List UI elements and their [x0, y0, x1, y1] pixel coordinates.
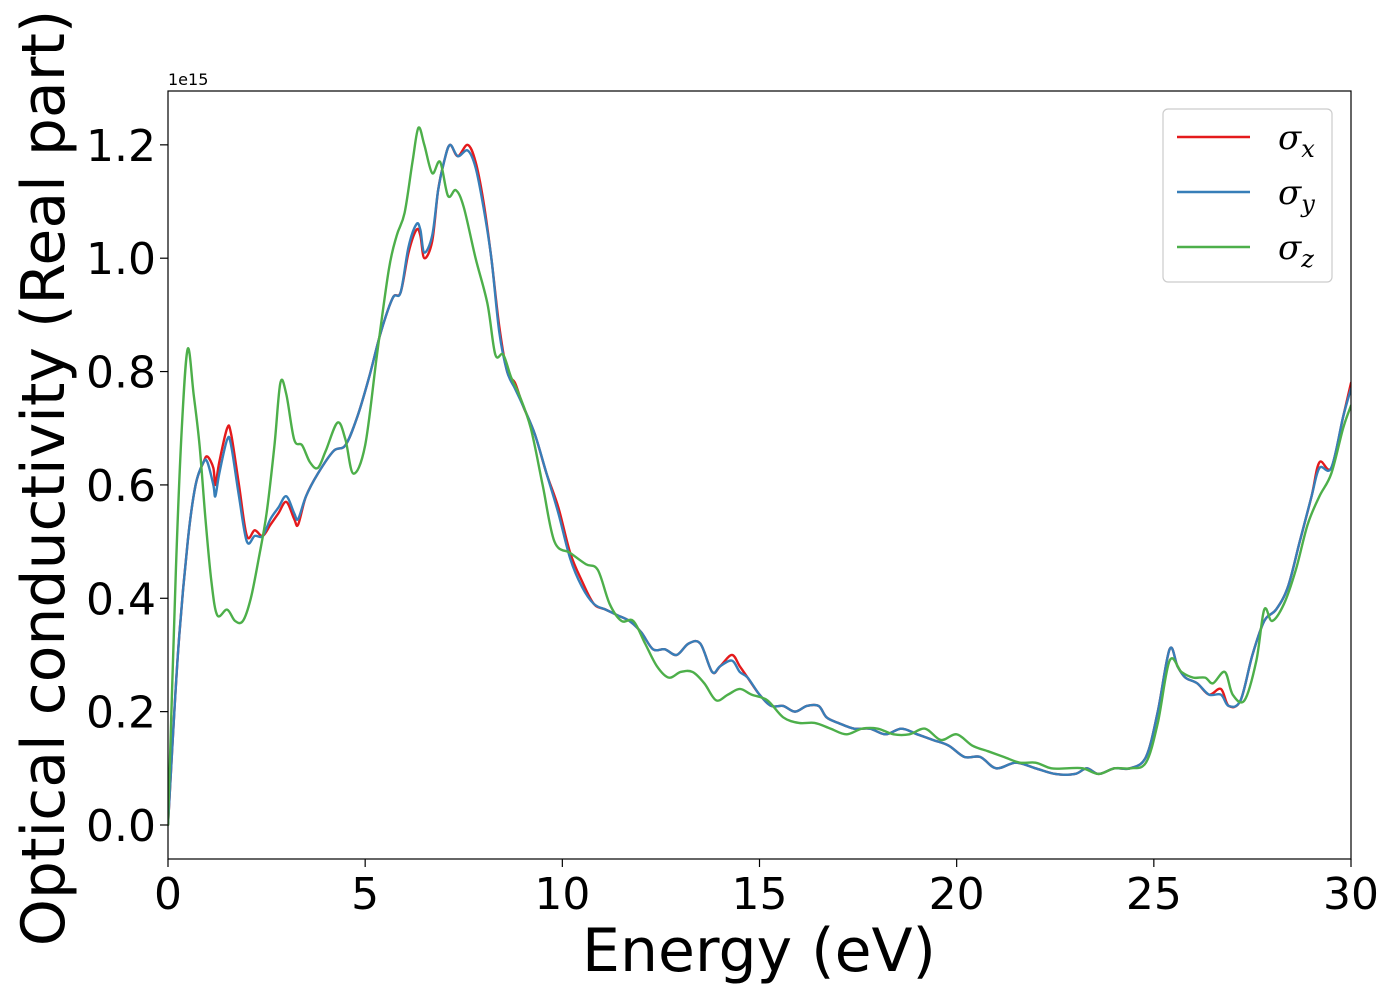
y-tick-label: 0.2 [86, 688, 156, 739]
legend-label-z: σz [1278, 228, 1314, 273]
y-axis-title: Optical conductivity (Real part) [9, 10, 79, 947]
x-tick-label: 10 [534, 869, 590, 920]
x-axis: 0 5 10 15 20 25 30 [154, 859, 1379, 920]
x-tick-label: 30 [1323, 869, 1379, 920]
series-line-y [168, 143, 1351, 827]
y-tick-label: 0.8 [86, 348, 156, 399]
x-tick-label: 0 [154, 869, 182, 920]
y-offset-label: 1e15 [168, 70, 208, 89]
y-tick-label: 0.0 [86, 801, 156, 852]
legend-box [1162, 108, 1333, 283]
x-tick-label: 20 [929, 869, 985, 920]
x-tick-label: 5 [351, 869, 379, 920]
y-tick-label: 1.2 [86, 121, 156, 172]
legend-label-x: σx [1278, 118, 1315, 163]
series-layer [168, 126, 1351, 827]
x-axis-title: Energy (eV) [582, 916, 936, 986]
x-tick-label: 25 [1126, 869, 1182, 920]
x-tick-label: 15 [732, 869, 788, 920]
legend: σx σy σz [1162, 108, 1333, 283]
legend-label-y: σy [1278, 173, 1315, 218]
y-tick-label: 0.6 [86, 461, 156, 512]
y-tick-label: 0.4 [86, 574, 156, 625]
y-axis: 0.0 0.2 0.4 0.6 0.8 1.0 1.2 [86, 121, 168, 852]
series-line-z [168, 126, 1351, 827]
y-tick-label: 1.0 [86, 234, 156, 285]
